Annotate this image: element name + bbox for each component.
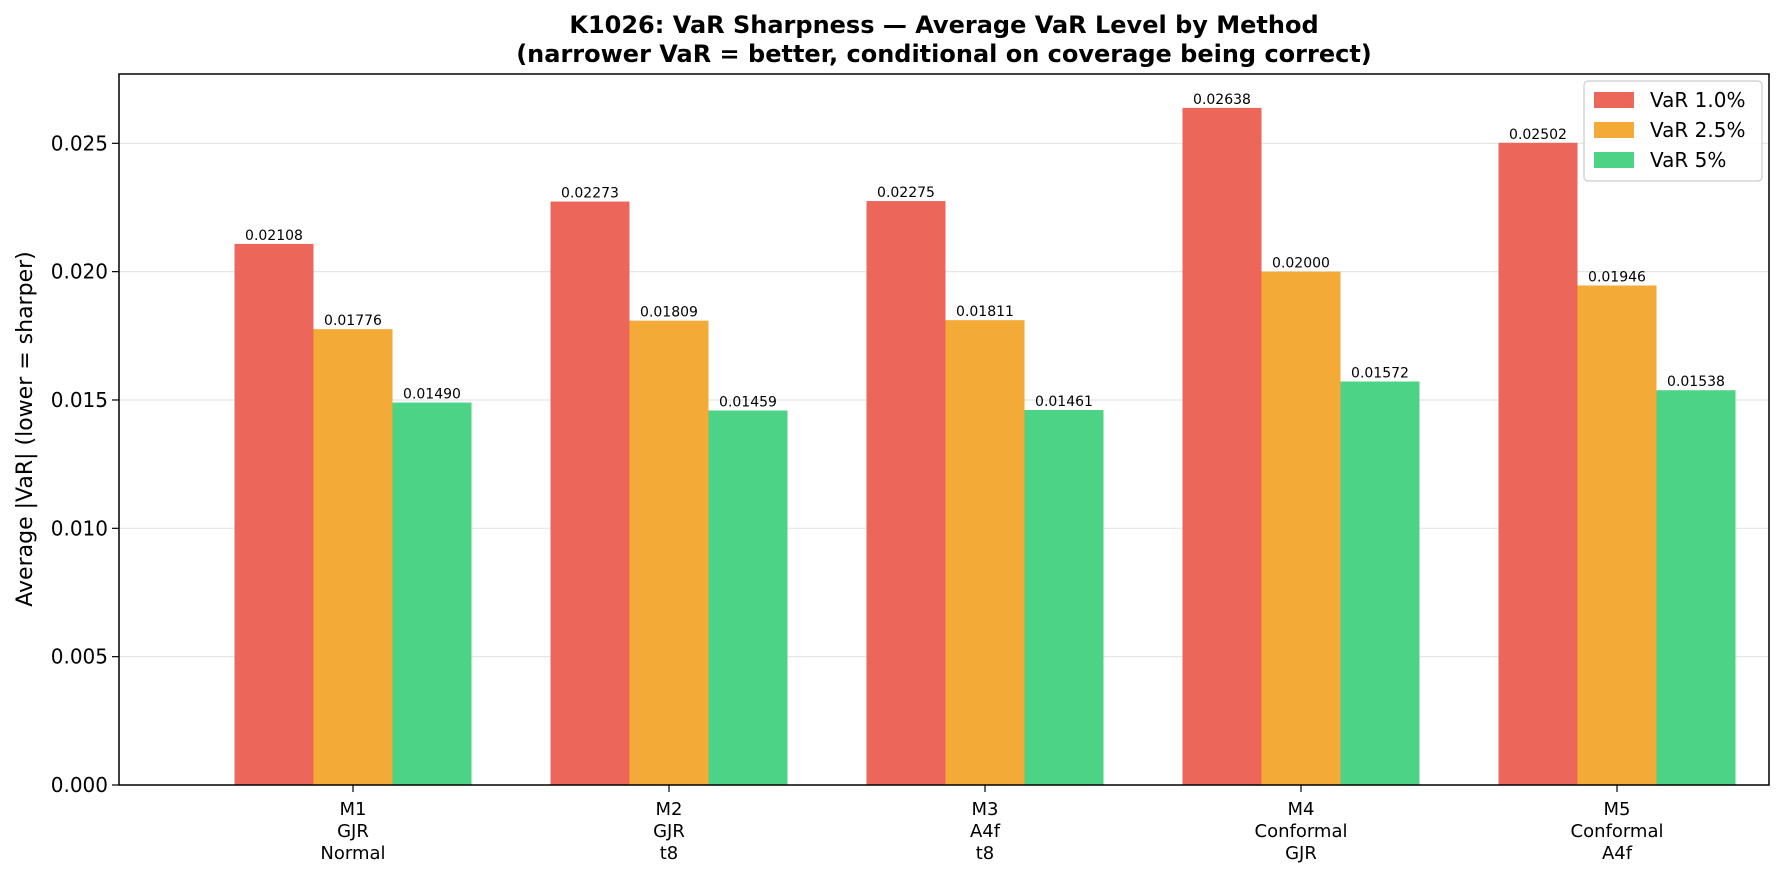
x-tick-label: Normal (320, 843, 385, 864)
bar (313, 329, 393, 785)
bar-value-label: 0.01809 (640, 305, 698, 321)
bar-value-label: 0.01811 (956, 304, 1014, 320)
y-tick-label: 0.000 (51, 773, 108, 797)
bar-value-label: 0.01776 (324, 313, 382, 329)
y-axis-label: Average |VaR| (lower = sharper) (13, 251, 38, 606)
bar-value-label: 0.02502 (1509, 127, 1567, 143)
bar-value-label: 0.02273 (561, 186, 619, 202)
y-tick-label: 0.025 (51, 131, 108, 155)
bar-value-label: 0.01538 (1667, 374, 1725, 390)
chart-subtitle: (narrower VaR = better, conditional on c… (516, 40, 1372, 68)
legend-swatch (1594, 92, 1634, 108)
legend: VaR 1.0% VaR 2.5% VaR 5% (1583, 80, 1763, 182)
x-tick-label: t8 (976, 843, 995, 864)
x-tick-label: M3 (972, 799, 999, 820)
bar (234, 243, 314, 786)
bar-value-label: 0.02275 (877, 185, 935, 201)
x-tick-label: A4f (1602, 843, 1633, 864)
bar-value-label: 0.01490 (403, 387, 461, 403)
x-tick-label: M5 (1604, 799, 1631, 820)
bar-value-label: 0.02000 (1272, 256, 1330, 272)
bar (708, 410, 788, 785)
bar (866, 201, 946, 785)
y-tick-label: 0.020 (51, 260, 108, 284)
x-tick-label: M1 (340, 799, 367, 820)
bar (1577, 285, 1657, 785)
value-labels: 0.02108 0.01776 0.01490 0.02273 0.01809 0.014… (245, 92, 1725, 411)
bar-value-label: 0.01946 (1588, 270, 1646, 286)
legend-swatch (1594, 152, 1634, 168)
x-tick-label: GJR (653, 821, 685, 842)
chart-title: K1026: VaR Sharpness — Average VaR Level… (569, 11, 1318, 39)
bar (1656, 390, 1736, 785)
x-tick-label: GJR (337, 821, 369, 842)
bar (1261, 271, 1341, 786)
x-tick-label: Conformal (1255, 821, 1348, 842)
bar (629, 320, 709, 785)
bar (1024, 409, 1104, 785)
bar (1182, 107, 1262, 785)
bar-value-label: 0.02638 (1193, 92, 1251, 108)
bar (1498, 142, 1578, 785)
x-tick-label: A4f (970, 821, 1001, 842)
y-tick-label: 0.005 (51, 645, 108, 669)
bars (234, 107, 1736, 786)
x-tick-label: Conformal (1571, 821, 1664, 842)
plot-frame (118, 73, 1770, 786)
bar (392, 402, 472, 785)
legend-label: VaR 1.0% (1650, 88, 1745, 112)
legend-label: VaR 2.5% (1650, 118, 1745, 142)
x-axis: M1GJRNormalM2GJRt8M3A4ft8M4ConformalGJRM… (320, 785, 1664, 864)
bar-value-label: 0.02108 (245, 228, 303, 244)
legend-label: VaR 5% (1650, 148, 1726, 172)
bar (550, 201, 630, 785)
x-tick-label: M2 (656, 799, 683, 820)
bar (1340, 381, 1420, 785)
y-tick-label: 0.010 (51, 516, 108, 540)
bar (945, 320, 1025, 785)
bar-value-label: 0.01572 (1351, 366, 1409, 382)
bar-value-label: 0.01461 (1035, 394, 1093, 410)
x-tick-label: GJR (1285, 843, 1317, 864)
y-axis: 0.000 0.005 0.010 0.015 0.020 0.025 (51, 131, 119, 797)
x-tick-label: M4 (1288, 799, 1315, 820)
bar-value-label: 0.01459 (719, 395, 777, 411)
y-tick-label: 0.015 (51, 388, 108, 412)
x-tick-label: t8 (660, 843, 679, 864)
legend-swatch (1594, 122, 1634, 138)
